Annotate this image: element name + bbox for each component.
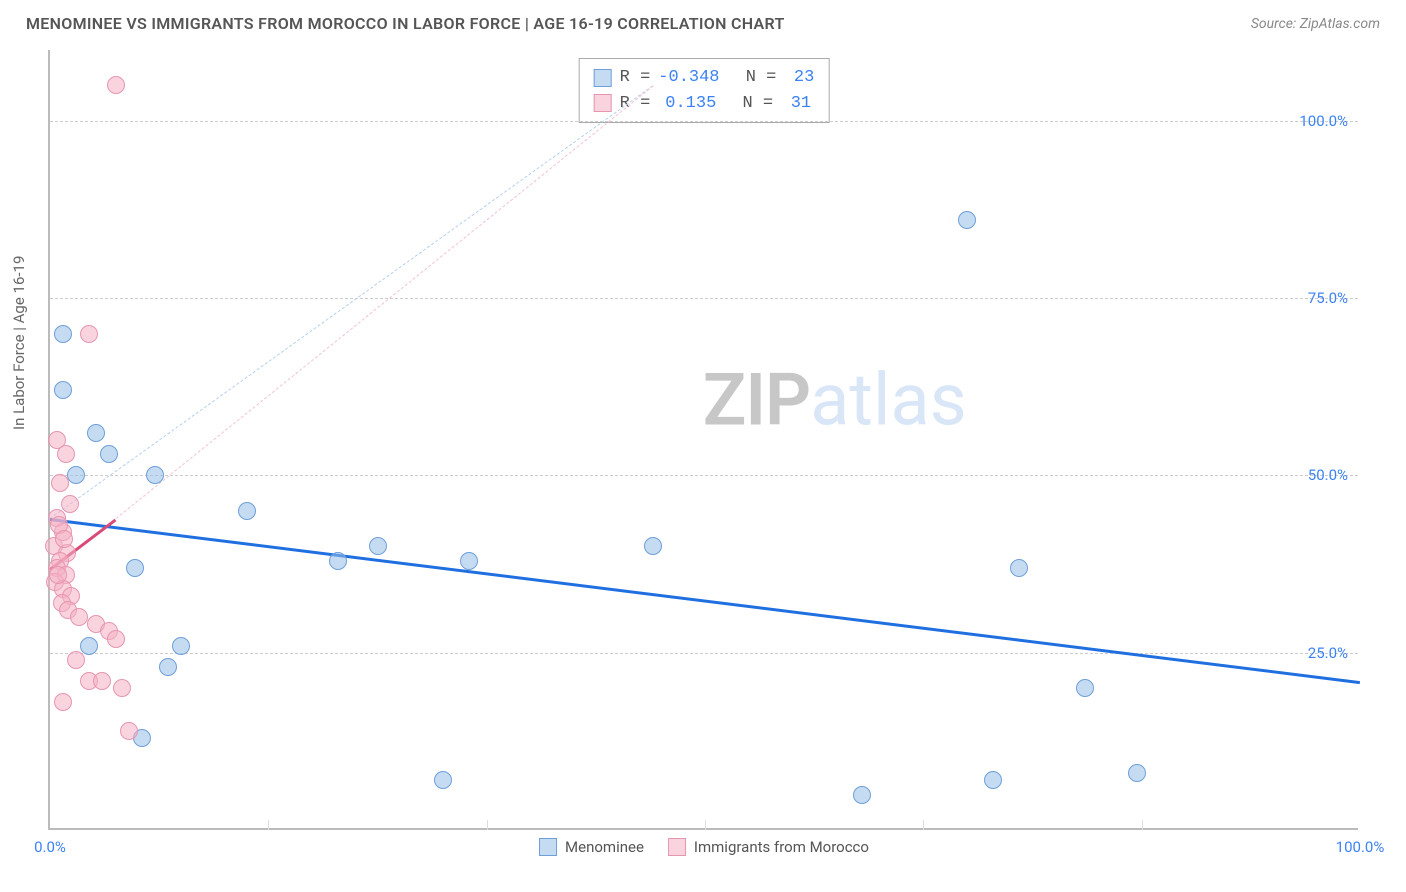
source-attribution: Source: ZipAtlas.com bbox=[1251, 16, 1380, 32]
swatch-series1 bbox=[594, 69, 612, 87]
data-point bbox=[1076, 679, 1094, 697]
y-tick-label: 25.0% bbox=[1308, 644, 1348, 662]
stats-row-series1: R = -0.348 N = 23 bbox=[594, 65, 815, 91]
legend-swatch-series1 bbox=[539, 838, 557, 856]
n-value-series1: 23 bbox=[784, 65, 814, 91]
data-point bbox=[100, 445, 118, 463]
data-point bbox=[434, 771, 452, 789]
y-tick-label: 50.0% bbox=[1308, 466, 1348, 484]
data-point bbox=[67, 651, 85, 669]
r-value-series1: -0.348 bbox=[658, 65, 719, 91]
n-label: N = bbox=[742, 91, 773, 117]
swatch-series2 bbox=[594, 94, 612, 112]
n-label: N = bbox=[746, 65, 777, 91]
data-point bbox=[93, 672, 111, 690]
chart-header: MENOMINEE VS IMMIGRANTS FROM MOROCCO IN … bbox=[0, 0, 1406, 43]
data-point bbox=[107, 76, 125, 94]
data-point bbox=[369, 537, 387, 555]
data-point bbox=[67, 466, 85, 484]
watermark: ZIPatlas bbox=[703, 358, 967, 443]
gridline-v bbox=[923, 820, 924, 830]
gridline-v bbox=[1142, 820, 1143, 830]
y-tick-label: 75.0% bbox=[1308, 289, 1348, 307]
legend-label-series2: Immigrants from Morocco bbox=[694, 838, 869, 856]
data-point bbox=[54, 381, 72, 399]
r-label: R = bbox=[620, 91, 651, 117]
dashed-guide bbox=[50, 86, 653, 519]
data-point bbox=[159, 658, 177, 676]
r-label: R = bbox=[620, 65, 651, 91]
legend-swatch-series2 bbox=[668, 838, 686, 856]
gridline-v bbox=[487, 820, 488, 830]
y-axis-title: In Labor Force | Age 16-19 bbox=[10, 256, 28, 430]
data-point bbox=[113, 679, 131, 697]
data-point bbox=[172, 637, 190, 655]
x-tick-label: 0.0% bbox=[34, 838, 66, 856]
data-point bbox=[54, 325, 72, 343]
data-point bbox=[80, 637, 98, 655]
legend-label-series1: Menominee bbox=[565, 838, 644, 856]
gridline-h bbox=[50, 121, 1358, 122]
dashed-guide bbox=[115, 86, 653, 519]
data-point bbox=[61, 495, 79, 513]
trend-line bbox=[50, 518, 1360, 684]
data-point bbox=[1128, 764, 1146, 782]
r-value-series2: 0.135 bbox=[658, 91, 716, 117]
data-point bbox=[70, 608, 88, 626]
data-point bbox=[984, 771, 1002, 789]
data-point bbox=[1010, 559, 1028, 577]
gridline-h bbox=[50, 298, 1358, 299]
data-point bbox=[51, 474, 69, 492]
n-value-series2: 31 bbox=[781, 91, 811, 117]
data-point bbox=[460, 552, 478, 570]
x-tick-label: 100.0% bbox=[1336, 838, 1385, 856]
y-tick-label: 100.0% bbox=[1299, 112, 1348, 130]
data-point bbox=[57, 445, 75, 463]
data-point bbox=[329, 552, 347, 570]
data-point bbox=[958, 211, 976, 229]
scatter-plot-area: ZIPatlas R = -0.348 N = 23 R = 0.135 N =… bbox=[48, 50, 1358, 830]
data-point bbox=[126, 559, 144, 577]
data-point bbox=[238, 502, 256, 520]
data-point bbox=[49, 566, 67, 584]
legend-item-series2: Immigrants from Morocco bbox=[668, 838, 869, 856]
data-point bbox=[54, 693, 72, 711]
data-point bbox=[146, 466, 164, 484]
data-point bbox=[80, 325, 98, 343]
data-point bbox=[55, 530, 73, 548]
legend-item-series1: Menominee bbox=[539, 838, 644, 856]
data-point bbox=[107, 630, 125, 648]
legend: Menominee Immigrants from Morocco bbox=[539, 838, 869, 856]
chart-title: MENOMINEE VS IMMIGRANTS FROM MOROCCO IN … bbox=[26, 14, 785, 33]
gridline-v bbox=[268, 820, 269, 830]
watermark-part2: atlas bbox=[810, 358, 967, 443]
data-point bbox=[120, 722, 138, 740]
watermark-part1: ZIP bbox=[703, 358, 810, 443]
gridline-h bbox=[50, 475, 1358, 476]
gridline-h bbox=[50, 653, 1358, 654]
data-point bbox=[853, 786, 871, 804]
data-point bbox=[87, 424, 105, 442]
gridline-v bbox=[705, 820, 706, 830]
data-point bbox=[644, 537, 662, 555]
